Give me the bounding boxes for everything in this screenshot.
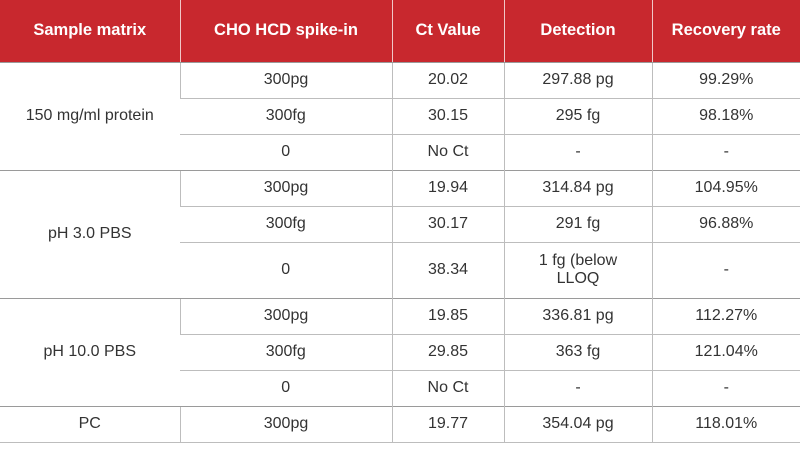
recovery-cell: - — [651, 369, 800, 406]
table-row: 300fg 30.17 291 fg 96.88% — [0, 205, 800, 242]
spike-in-cell: 300fg — [180, 333, 392, 370]
ct-value-cell: No Ct — [391, 369, 504, 406]
detection-cell: 336.81 pg — [503, 297, 652, 334]
table-row: pH 3.0 PBS 300pg 19.94 314.84 pg 104.95% — [0, 169, 800, 298]
table-row: 300fg 30.15 295 fg 98.18% — [0, 97, 800, 134]
detection-cell: 291 fg — [503, 205, 652, 242]
table-row: 150 mg/ml protein 300pg 20.02 297.88 pg … — [0, 61, 800, 170]
spike-in-cell: 300pg — [179, 405, 392, 443]
sample-matrix-cell: pH 10.0 PBS — [0, 297, 180, 406]
sample-matrix-cell: 150 mg/ml protein — [0, 61, 180, 170]
detection-cell: - — [503, 133, 652, 170]
recovery-cell: 112.27% — [651, 297, 800, 334]
table-row: 300fg 29.85 363 fg 121.04% — [0, 333, 800, 370]
header-ct-value: Ct Value — [392, 0, 505, 63]
detection-cell: 1 fg (below LLOQ — [503, 241, 652, 298]
detection-cell: 314.84 pg — [503, 169, 652, 206]
recovery-cell: 121.04% — [651, 333, 800, 370]
recovery-cell: 99.29% — [651, 61, 800, 98]
recovery-cell: - — [651, 133, 800, 170]
sample-matrix-cell: PC — [0, 405, 180, 443]
ct-value-cell: 19.94 — [391, 169, 504, 206]
table-row: 0 38.34 1 fg (below LLOQ - — [0, 241, 800, 298]
recovery-cell: 98.18% — [651, 97, 800, 134]
ct-value-cell: 38.34 — [391, 241, 504, 298]
header-sample-matrix: Sample matrix — [0, 0, 181, 63]
table-row: PC 300pg 19.77 354.04 pg 118.01% — [0, 405, 800, 443]
detection-cell: 295 fg — [503, 97, 652, 134]
header-row: Sample matrix CHO HCD spike-in Ct Value … — [0, 0, 800, 63]
sample-matrix-cell: pH 3.0 PBS — [0, 169, 180, 298]
results-table: Sample matrix CHO HCD spike-in Ct Value … — [0, 0, 800, 443]
recovery-cell: 104.95% — [651, 169, 800, 206]
ct-value-cell: 19.85 — [391, 297, 504, 334]
table-row: 0 No Ct - - — [0, 133, 800, 170]
ct-value-cell: 30.17 — [391, 205, 504, 242]
spike-in-cell: 300fg — [180, 205, 392, 242]
header-detection: Detection — [504, 0, 653, 63]
ct-value-cell: 30.15 — [391, 97, 504, 134]
detection-cell: 363 fg — [503, 333, 652, 370]
spike-in-cell: 300pg — [179, 169, 392, 206]
ct-value-cell: 20.02 — [391, 61, 504, 98]
spike-in-cell: 0 — [180, 133, 392, 170]
table-row: pH 10.0 PBS 300pg 19.85 336.81 pg 112.27… — [0, 297, 800, 406]
ct-value-cell: 19.77 — [391, 405, 504, 443]
recovery-cell: 118.01% — [651, 405, 800, 443]
spike-in-cell: 0 — [180, 241, 392, 298]
spike-in-cell: 0 — [180, 369, 392, 406]
table-row: 0 No Ct - - — [0, 369, 800, 406]
detection-cell: 354.04 pg — [503, 405, 652, 443]
ct-value-cell: No Ct — [391, 133, 504, 170]
spike-in-cell: 300pg — [179, 61, 392, 98]
recovery-cell: - — [651, 241, 800, 298]
header-spike-in: CHO HCD spike-in — [180, 0, 393, 63]
recovery-cell: 96.88% — [651, 205, 800, 242]
detection-cell: - — [503, 369, 652, 406]
spike-in-cell: 300pg — [179, 297, 392, 334]
ct-value-cell: 29.85 — [391, 333, 504, 370]
spike-in-cell: 300fg — [180, 97, 392, 134]
header-recovery-rate: Recovery rate — [652, 0, 800, 63]
detection-cell: 297.88 pg — [503, 61, 652, 98]
